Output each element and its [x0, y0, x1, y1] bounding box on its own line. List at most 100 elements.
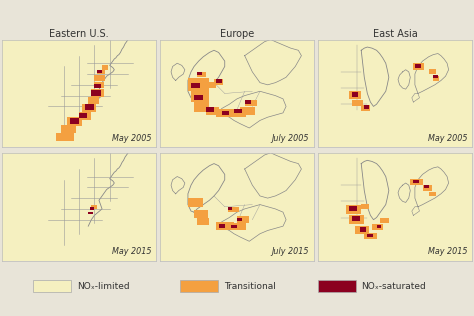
- Bar: [410, 179, 422, 185]
- Bar: [413, 180, 419, 183]
- Title: Europe: Europe: [220, 29, 254, 39]
- Polygon shape: [398, 183, 410, 203]
- Bar: [188, 78, 210, 91]
- Bar: [413, 63, 424, 70]
- Bar: [415, 64, 421, 68]
- Bar: [352, 216, 360, 221]
- Bar: [355, 226, 369, 234]
- Bar: [197, 72, 202, 75]
- Bar: [219, 224, 225, 228]
- Bar: [85, 104, 94, 110]
- Bar: [88, 97, 99, 104]
- Bar: [237, 217, 242, 221]
- Bar: [422, 185, 432, 191]
- Bar: [188, 198, 203, 207]
- Bar: [94, 75, 105, 81]
- Text: NOₓ-limited: NOₓ-limited: [77, 282, 129, 291]
- Bar: [70, 118, 79, 124]
- Text: NOₓ-saturated: NOₓ-saturated: [361, 282, 426, 291]
- Bar: [67, 117, 82, 126]
- Bar: [90, 207, 94, 210]
- Bar: [222, 111, 229, 115]
- Bar: [206, 107, 214, 112]
- Bar: [360, 227, 366, 232]
- Bar: [216, 79, 222, 83]
- Bar: [352, 100, 363, 106]
- Bar: [349, 206, 356, 211]
- Polygon shape: [398, 70, 410, 89]
- Polygon shape: [171, 177, 185, 194]
- Bar: [91, 90, 100, 96]
- Bar: [245, 100, 251, 104]
- Bar: [376, 225, 381, 228]
- Bar: [79, 113, 87, 118]
- Bar: [194, 94, 203, 100]
- Bar: [352, 92, 358, 97]
- Bar: [94, 84, 100, 88]
- Polygon shape: [219, 91, 286, 128]
- Bar: [380, 217, 389, 223]
- Bar: [206, 107, 219, 115]
- Polygon shape: [219, 204, 286, 241]
- Text: July 2005: July 2005: [272, 134, 309, 143]
- Text: May 2005: May 2005: [428, 134, 467, 143]
- Bar: [349, 91, 361, 99]
- Polygon shape: [415, 53, 448, 94]
- Polygon shape: [415, 167, 448, 207]
- Bar: [56, 133, 74, 141]
- Title: Eastern U.S.: Eastern U.S.: [49, 29, 109, 39]
- Text: May 2015: May 2015: [111, 247, 151, 256]
- Bar: [94, 82, 104, 88]
- Bar: [216, 109, 231, 117]
- Bar: [191, 83, 200, 88]
- Bar: [102, 65, 108, 70]
- Polygon shape: [171, 63, 185, 81]
- Bar: [91, 89, 104, 97]
- Bar: [428, 69, 437, 74]
- Bar: [372, 224, 383, 230]
- Bar: [361, 204, 369, 209]
- Bar: [194, 102, 210, 112]
- Bar: [61, 125, 76, 133]
- Polygon shape: [188, 50, 225, 99]
- Bar: [245, 100, 257, 106]
- Bar: [197, 72, 206, 77]
- Text: July 2015: July 2015: [272, 247, 309, 256]
- Bar: [365, 105, 369, 109]
- Polygon shape: [245, 153, 301, 198]
- Bar: [349, 216, 365, 224]
- Bar: [88, 212, 93, 214]
- Bar: [231, 223, 246, 230]
- Polygon shape: [245, 40, 301, 85]
- Bar: [82, 104, 96, 112]
- Bar: [197, 217, 210, 225]
- Bar: [91, 204, 98, 209]
- Bar: [191, 91, 210, 102]
- Text: May 2015: May 2015: [428, 247, 467, 256]
- Bar: [346, 204, 361, 214]
- Bar: [365, 233, 376, 239]
- Bar: [433, 76, 439, 81]
- Bar: [433, 75, 438, 78]
- Bar: [214, 79, 223, 85]
- Title: East Asia: East Asia: [373, 29, 417, 39]
- Bar: [228, 207, 238, 212]
- Bar: [424, 185, 428, 188]
- Bar: [216, 222, 234, 230]
- Bar: [79, 112, 91, 120]
- Bar: [237, 216, 249, 223]
- Bar: [98, 70, 102, 73]
- Bar: [98, 70, 105, 74]
- Bar: [228, 109, 246, 117]
- Text: May 2005: May 2005: [111, 134, 151, 143]
- Bar: [234, 109, 242, 113]
- Bar: [361, 105, 370, 111]
- Bar: [194, 210, 208, 217]
- Bar: [203, 82, 216, 88]
- Bar: [240, 107, 255, 115]
- Text: Transitional: Transitional: [224, 282, 275, 291]
- Bar: [231, 225, 237, 228]
- Polygon shape: [361, 160, 389, 220]
- Polygon shape: [361, 47, 389, 106]
- Polygon shape: [188, 164, 225, 212]
